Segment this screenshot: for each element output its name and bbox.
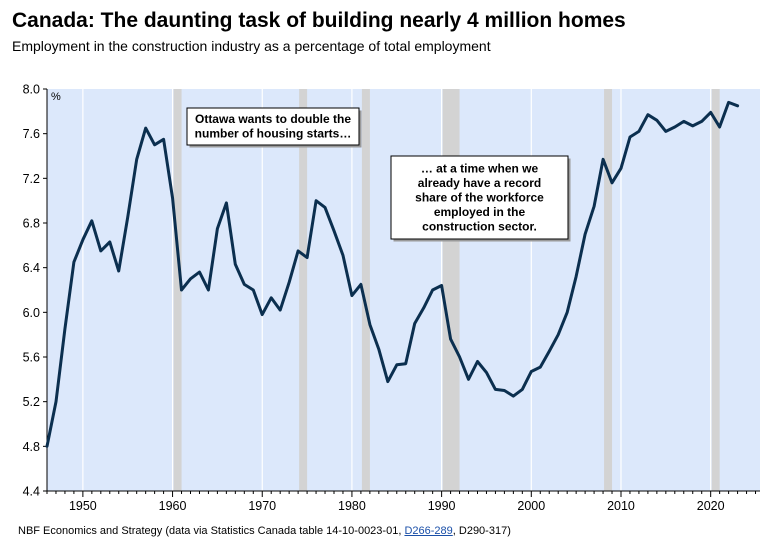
footer-suffix: , D290-317) xyxy=(452,525,511,537)
chart-subtitle: Employment in the construction industry … xyxy=(12,38,491,54)
annotation-line: already have a record xyxy=(418,176,541,190)
y-tick-label: 7.6 xyxy=(23,127,40,141)
annotation-line: construction sector. xyxy=(422,219,537,233)
axes: 4.4 4.8 5.2 5.6 6.0 6.4 6.8 7.2 7.6 8.0 1950 1960 19… xyxy=(23,83,760,513)
recession-band-2008 xyxy=(604,89,613,491)
annotation-line: employed in the xyxy=(434,205,526,219)
series-lines xyxy=(45,100,740,448)
annotation-line: Ottawa wants to double the xyxy=(195,112,351,126)
annotation-frame xyxy=(186,107,360,146)
x-tick-label: 1980 xyxy=(338,499,366,513)
y-tick-label: 5.2 xyxy=(23,395,40,409)
y-tick-label: 7.2 xyxy=(23,172,40,186)
recession-band-2020 xyxy=(711,89,720,491)
annotation-line: … at a time when we xyxy=(421,161,539,175)
y-tick-label: 4.4 xyxy=(23,485,40,499)
plot-area xyxy=(47,89,760,491)
x-tick-label: 1950 xyxy=(69,499,97,513)
annotation-line: share of the workforce xyxy=(415,190,544,204)
series-line xyxy=(45,100,740,448)
recession-band-1974 xyxy=(299,89,308,491)
source-footer: NBF Economics and Strategy (data via Sta… xyxy=(18,525,511,537)
x-tick-label: 1960 xyxy=(159,499,187,513)
chart-title: Canada: The daunting task of building ne… xyxy=(12,9,626,32)
x-tick-label: 2010 xyxy=(607,499,635,513)
y-tick-label: 6.0 xyxy=(23,306,40,320)
annotation-frame xyxy=(390,155,569,240)
recession-band-1960 xyxy=(173,89,182,491)
annotation-line: number of housing starts… xyxy=(195,127,352,141)
y-tick-label: 8.0 xyxy=(23,83,40,97)
y-unit-label: % xyxy=(51,91,61,103)
y-tick-label: 6.8 xyxy=(23,217,40,231)
x-tick-label: 1990 xyxy=(428,499,456,513)
x-tick-label: 2000 xyxy=(517,499,545,513)
footer-series-link[interactable]: D266-289 xyxy=(404,525,453,537)
recession-band-1990 xyxy=(442,89,460,491)
footer-prefix: NBF Economics and Strategy (data via Sta… xyxy=(18,525,405,537)
x-tick-label: 1970 xyxy=(248,499,276,513)
y-tick-label: 4.8 xyxy=(23,440,40,454)
x-tick-label: 2020 xyxy=(697,499,725,513)
y-tick-label: 5.6 xyxy=(23,351,40,365)
y-tick-label: 6.4 xyxy=(23,261,40,275)
recession-band-1981 xyxy=(361,89,370,491)
